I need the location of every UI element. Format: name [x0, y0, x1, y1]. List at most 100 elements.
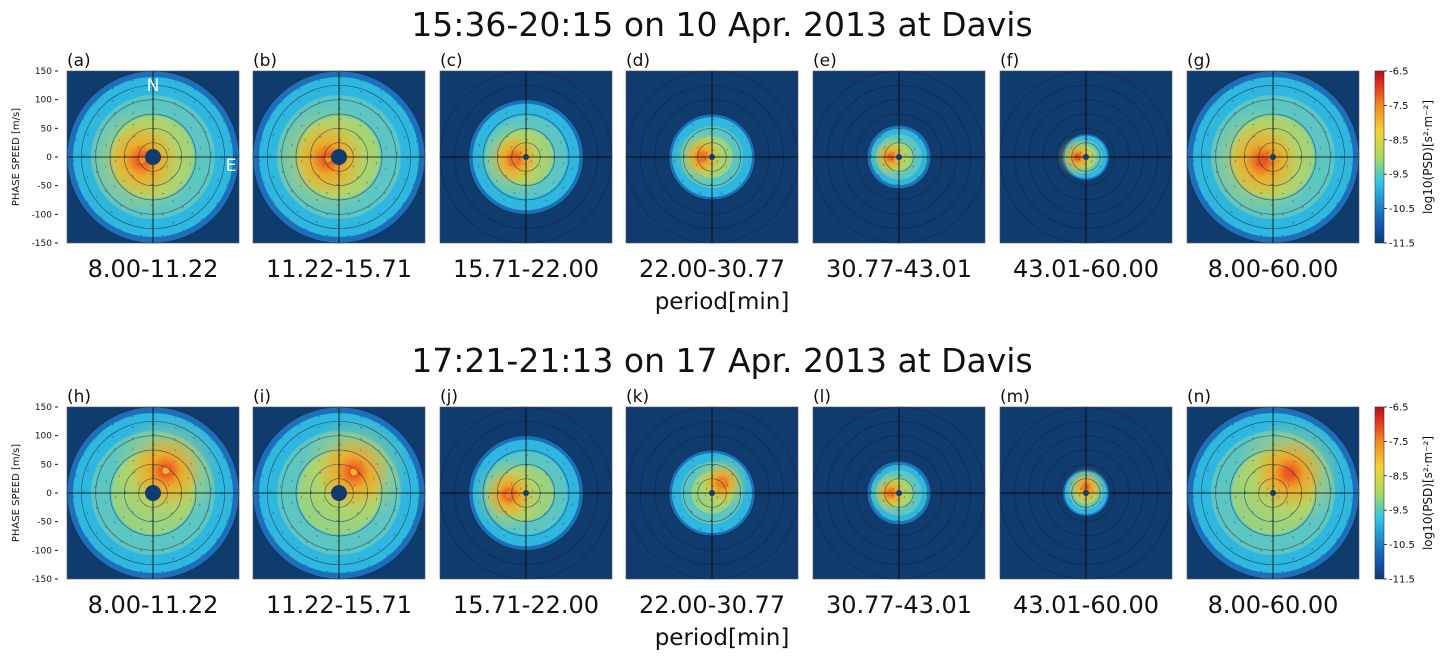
- flow-arrow: [699, 528, 702, 530]
- flow-arrow: [1299, 181, 1302, 184]
- flow-arrow: [1278, 489, 1281, 492]
- flow-arrow: [305, 228, 308, 230]
- flow-arrow: [77, 181, 79, 184]
- flow-arrow: [367, 542, 370, 545]
- panel-label: (b): [253, 51, 277, 71]
- flow-arrow: [1069, 499, 1072, 502]
- flow-arrow: [272, 176, 274, 179]
- flow-arrow: [513, 192, 516, 194]
- flow-arrow: [726, 484, 729, 487]
- flow-arrow: [1290, 176, 1293, 179]
- flow-arrow: [720, 528, 723, 531]
- flow-arrow: [560, 141, 562, 144]
- flow-arrow: [95, 195, 98, 198]
- flow-arrow: [1257, 146, 1260, 149]
- flow-arrow: [304, 475, 306, 478]
- flow-arrow: [188, 186, 191, 189]
- flow-arrow: [394, 452, 397, 455]
- flow-arrow: [903, 160, 906, 163]
- flow-arrow: [561, 522, 564, 525]
- flow-arrow: [111, 87, 114, 90]
- flow-arrow: [505, 459, 508, 462]
- flow-arrow: [174, 91, 177, 93]
- flow-arrow: [1278, 153, 1281, 156]
- flow-arrow: [132, 123, 135, 126]
- flow-arrow: [172, 473, 175, 476]
- panel-label: (l): [813, 387, 831, 407]
- flow-arrow: [1099, 165, 1102, 168]
- flow-arrow: [170, 176, 173, 179]
- y-axis-label: PHASE SPEED [m/s]: [11, 108, 22, 206]
- flow-arrow: [357, 536, 361, 538]
- flow-arrow: [716, 496, 719, 499]
- flow-arrow: [504, 448, 508, 450]
- center-hole: [709, 154, 715, 160]
- flow-arrow: [1291, 200, 1295, 202]
- flow-arrow: [1232, 435, 1235, 438]
- flow-arrow: [86, 536, 89, 539]
- y-tick-label: -50: [37, 518, 52, 528]
- flow-arrow: [1293, 102, 1297, 104]
- flow-arrow: [210, 102, 213, 105]
- flow-arrow: [726, 148, 729, 151]
- flow-arrow: [491, 475, 493, 478]
- flow-arrow: [1070, 482, 1073, 485]
- panel-frame: [625, 70, 799, 244]
- flow-arrow: [192, 449, 195, 452]
- flow-arrow: [296, 211, 299, 213]
- flow-arrow: [699, 192, 702, 194]
- flow-arrow: [129, 221, 132, 223]
- flow-arrow: [486, 185, 489, 188]
- polar-panel: (j) 15.71-22.00: [439, 387, 613, 619]
- flow-arrow: [691, 123, 694, 126]
- flow-arrow: [1328, 508, 1330, 512]
- flow-arrow: [1313, 425, 1317, 427]
- flow-arrow: [1293, 124, 1296, 127]
- flow-arrow: [171, 200, 175, 202]
- flow-arrow: [112, 99, 115, 102]
- y-tick-label: 150: [35, 67, 52, 77]
- flow-arrow: [1206, 176, 1208, 179]
- flow-arrow: [1260, 528, 1263, 530]
- flow-arrow: [546, 124, 549, 127]
- flow-arrow: [716, 160, 719, 163]
- flow-arrow: [545, 473, 548, 476]
- flow-arrow: [1221, 552, 1224, 555]
- panel-frame: [439, 406, 613, 580]
- flow-arrow: [912, 501, 915, 504]
- flow-arrow: [299, 448, 302, 451]
- flow-arrow: [317, 426, 320, 428]
- flow-arrow: [408, 456, 411, 459]
- flow-arrow: [101, 552, 104, 555]
- flow-arrow: [120, 541, 123, 544]
- colorbar-tick-label: -7.5: [1389, 437, 1409, 448]
- flow-arrow: [1233, 185, 1236, 188]
- flow-arrow: [373, 477, 375, 480]
- flow-arrow: [280, 437, 283, 440]
- flow-arrow: [296, 547, 299, 549]
- flow-arrow: [691, 459, 694, 462]
- colorbar-tick-label: -6.5: [1389, 403, 1409, 414]
- flow-arrow: [913, 484, 916, 487]
- flow-arrow: [546, 113, 550, 115]
- colorbar-title: log10(PSD)[s²·m⁻²]: [1421, 436, 1435, 550]
- flow-arrow: [204, 130, 207, 134]
- flow-arrow: [192, 113, 195, 116]
- period-range-label: 8.00-11.22: [88, 591, 219, 619]
- flow-arrow: [1251, 426, 1254, 428]
- panel-label: (g): [1187, 51, 1211, 71]
- flow-arrow: [207, 197, 209, 200]
- flow-arrow: [318, 123, 321, 126]
- flow-arrow: [386, 554, 390, 557]
- flow-arrow: [133, 471, 136, 474]
- flow-arrow: [1324, 130, 1327, 134]
- flow-arrow: [1078, 494, 1081, 497]
- flow-arrow: [396, 102, 399, 105]
- flow-arrow: [539, 165, 542, 168]
- flow-arrow: [519, 487, 522, 490]
- panel-frame: [66, 70, 240, 244]
- flow-arrow: [883, 482, 886, 485]
- flow-arrow: [390, 466, 393, 470]
- period-range-label: 11.22-15.71: [266, 255, 412, 283]
- period-range-label: 11.22-15.71: [266, 591, 412, 619]
